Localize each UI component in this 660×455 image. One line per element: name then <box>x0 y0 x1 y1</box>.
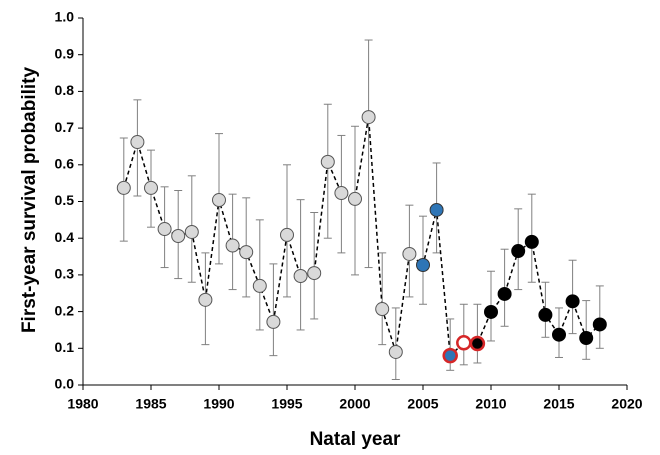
x-tick-label: 1995 <box>271 396 302 412</box>
point <box>375 302 390 317</box>
point <box>524 234 539 249</box>
point <box>538 307 553 322</box>
point <box>157 222 172 237</box>
point <box>361 110 376 125</box>
y-tick-label: 0.5 <box>55 192 75 208</box>
y-tick-label: 0.7 <box>55 119 75 135</box>
point <box>320 154 335 169</box>
point <box>497 286 512 301</box>
point <box>469 335 486 352</box>
line <box>123 116 601 358</box>
point <box>293 269 308 284</box>
point <box>252 278 267 293</box>
x-tick-label: 1985 <box>135 396 166 412</box>
x-tick-label: 2010 <box>475 396 506 412</box>
point <box>484 304 498 319</box>
point <box>456 335 472 351</box>
point <box>565 294 580 309</box>
point <box>552 327 566 342</box>
point <box>416 257 430 272</box>
point <box>171 228 186 243</box>
point <box>266 314 281 329</box>
point <box>579 331 594 346</box>
x-tick-label: 2005 <box>407 396 438 412</box>
y-axis-title: First-year survival probability <box>19 67 40 334</box>
y-tick-label: 1.0 <box>55 9 75 25</box>
x-tick-label: 2020 <box>611 396 642 412</box>
y-tick-label: 0.3 <box>55 266 75 282</box>
point <box>184 224 199 239</box>
x-tick-label: 1990 <box>203 396 234 412</box>
y-tick-label: 0.1 <box>55 339 75 355</box>
x-tick-label: 1980 <box>67 396 98 412</box>
x-tick-label: 2015 <box>543 396 574 412</box>
point <box>334 186 349 201</box>
y-tick-label: 0.6 <box>55 156 75 172</box>
point <box>239 245 254 260</box>
point <box>348 191 362 206</box>
y-tick-label: 0.0 <box>55 376 75 392</box>
point <box>442 347 458 364</box>
point <box>144 180 158 195</box>
x-axis-title: Natal year <box>310 429 401 450</box>
point <box>116 180 131 195</box>
y-tick-label: 0.8 <box>55 82 75 98</box>
point <box>307 266 322 281</box>
point <box>225 238 240 253</box>
y-tick-label: 0.9 <box>55 45 75 61</box>
point <box>592 317 607 332</box>
point <box>388 344 403 359</box>
point <box>511 244 526 259</box>
point <box>429 202 444 217</box>
point <box>280 227 294 242</box>
y-tick-label: 0.4 <box>55 229 75 245</box>
y-tick-label: 0.2 <box>55 302 75 318</box>
point <box>402 246 417 261</box>
x-tick-label: 2000 <box>339 396 370 412</box>
point <box>212 193 226 208</box>
point <box>130 135 145 150</box>
point <box>198 292 213 307</box>
